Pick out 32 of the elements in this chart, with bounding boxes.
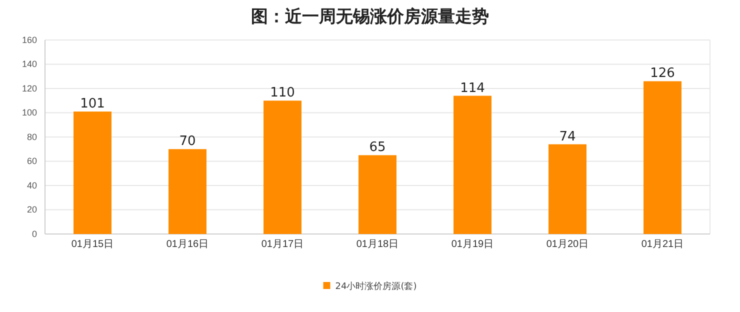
bar	[644, 81, 682, 234]
bar	[74, 112, 112, 234]
data-label: 126	[650, 66, 675, 82]
y-tick-label: 20	[26, 204, 37, 215]
y-tick-label: 60	[26, 156, 37, 166]
chart-title: 图：近一周无锡涨价房源量走势	[251, 7, 489, 27]
x-tick-label: 01月20日	[546, 239, 589, 250]
y-tick-label: 0	[32, 228, 37, 239]
data-label: 101	[80, 96, 105, 112]
bar	[548, 144, 586, 234]
y-tick-label: 160	[22, 34, 37, 45]
x-tick-label: 01月19日	[451, 239, 494, 250]
bar	[168, 149, 206, 234]
x-tick-label: 01月16日	[166, 239, 209, 250]
data-label: 114	[460, 80, 485, 96]
x-tick-label: 01月18日	[356, 239, 399, 250]
y-tick-label: 100	[22, 108, 37, 118]
y-tick-label: 140	[22, 59, 37, 70]
data-label: 65	[369, 140, 386, 156]
bar	[454, 96, 492, 234]
y-tick-label: 40	[26, 180, 37, 190]
x-tick-label: 01月17日	[261, 239, 304, 250]
x-tick-label: 01月15日	[71, 239, 114, 250]
legend-label: 24小时涨价房源(套)	[335, 281, 417, 292]
data-label: 110	[270, 86, 295, 101]
y-tick-label: 120	[22, 83, 37, 94]
bar	[358, 155, 396, 234]
bar	[264, 100, 302, 234]
y-tick-label: 80	[26, 132, 37, 142]
data-label: 70	[179, 134, 196, 150]
data-label: 74	[559, 129, 576, 144]
x-tick-label: 01月21日	[641, 239, 684, 250]
